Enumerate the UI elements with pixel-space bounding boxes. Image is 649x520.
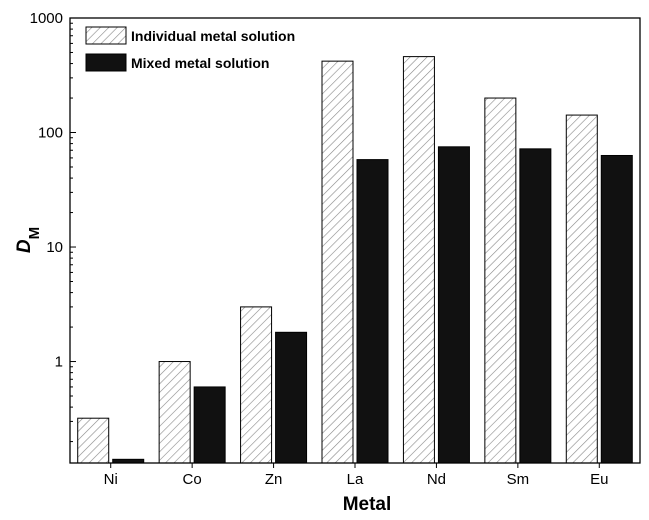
bar-individual-eu: [565, 114, 598, 464]
bar-individual-nd: [402, 56, 435, 464]
legend-label-mixed: Mixed metal solution: [131, 55, 269, 71]
plot-frame: [69, 17, 641, 464]
legend: Individual metal solution Mixed metal so…: [85, 26, 295, 72]
legend-label-individual: Individual metal solution: [131, 28, 295, 44]
y-axis-title-main: D: [14, 239, 35, 253]
bar-individual-zn: [240, 306, 273, 464]
bar-mixed-eu: [600, 154, 633, 464]
legend-swatch-mixed: [85, 53, 127, 72]
x-axis-ticks: Ni Co Zn La Nd Sm Eu: [104, 463, 608, 488]
y-tick-label: 100: [38, 125, 63, 142]
x-tick-label-co: Co: [183, 471, 202, 488]
bar-individual-ni: [77, 417, 110, 464]
bar-mixed-sm: [519, 148, 552, 464]
bar-individual-co: [158, 361, 191, 464]
legend-swatch-individual: [85, 26, 127, 45]
y-axis-ticks: 1 10 100 1000: [30, 10, 76, 443]
y-axis-title: DM: [14, 227, 43, 253]
y-axis-title-subscript: M: [26, 227, 43, 240]
x-tick-label-eu: Eu: [590, 471, 608, 488]
y-tick-label: 1000: [30, 10, 63, 27]
x-tick-label-nd: Nd: [427, 471, 446, 488]
y-tick-label: 1: [55, 354, 63, 371]
bar-individual-la: [321, 60, 354, 464]
x-tick-label-zn: Zn: [265, 471, 283, 488]
x-tick-label-sm: Sm: [507, 471, 530, 488]
x-axis-title: Metal: [343, 494, 392, 515]
bar-mixed-co: [193, 386, 226, 464]
x-tick-label-ni: Ni: [104, 471, 118, 488]
x-tick-label-la: La: [347, 471, 364, 488]
bar-mixed-la: [356, 159, 389, 464]
y-tick-label: 10: [46, 239, 63, 256]
bar-individual-sm: [484, 97, 517, 464]
bar-mixed-zn: [275, 331, 308, 464]
bars-group: [77, 56, 633, 464]
bar-mixed-nd: [437, 146, 470, 464]
